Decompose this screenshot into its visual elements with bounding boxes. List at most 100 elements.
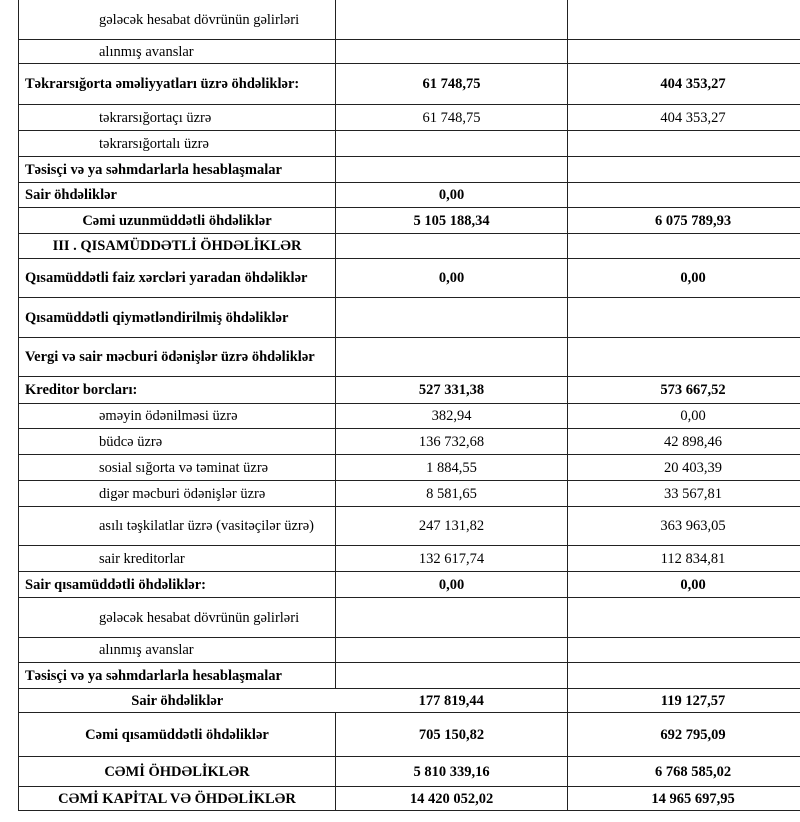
table-row: Sair öhdəliklər 0,00	[18, 182, 800, 208]
row-label: Vergi və sair məcburi ödənişlər üzrə öhd…	[18, 337, 336, 377]
value-previous: 363 963,05	[567, 506, 800, 546]
value-current: 0,00	[335, 258, 568, 298]
value-current: 8 581,65	[335, 480, 568, 507]
table-row: Sair öhdəliklər 177 819,44 119 127,57	[18, 688, 800, 713]
value-previous: 119 127,57	[567, 688, 800, 713]
table-row: digər məcburi ödənişlər üzrə 8 581,65 33 5…	[18, 480, 800, 507]
table-row: Təsisçi və ya səhmdarlarla hesablaşmalar	[18, 662, 800, 689]
row-label: gələcək hesabat dövrünün gəlirləri	[18, 597, 336, 638]
row-label: CƏMİ ÖHDƏLİKLƏR	[18, 756, 336, 787]
value-current: 527 331,38	[335, 376, 568, 404]
value-current: 705 150,82	[335, 712, 568, 757]
row-label: digər məcburi ödənişlər üzrə	[18, 480, 336, 507]
value-previous: 112 834,81	[567, 545, 800, 572]
value-current	[335, 130, 568, 157]
value-current: 14 420 052,02	[335, 786, 568, 811]
value-previous	[567, 597, 800, 638]
value-previous	[567, 637, 800, 663]
row-label: sosial sığorta və təminat üzrə	[18, 454, 336, 481]
value-current	[335, 39, 568, 64]
value-current: 5 810 339,16	[335, 756, 568, 787]
liabilities-table: gələcək hesabat dövrünün gəlirləri alınmı…	[18, 0, 800, 811]
value-current: 61 748,75	[335, 104, 568, 131]
value-previous	[567, 39, 800, 64]
value-current	[335, 662, 568, 689]
table-row: Kreditor borcları: 527 331,38 573 667,52	[18, 376, 800, 404]
value-current: 382,94	[335, 403, 568, 429]
row-label: Təsisçi və ya səhmdarlarla hesablaşmalar	[18, 156, 336, 183]
value-previous	[567, 337, 800, 377]
row-label: Sair öhdəliklər	[18, 182, 336, 208]
table-row: alınmış avanslar	[18, 39, 800, 64]
value-previous: 14 965 697,95	[567, 786, 800, 811]
table-row: gələcək hesabat dövrünün gəlirləri	[18, 597, 800, 638]
table-row: Təkrarsığorta əməliyyatları üzrə öhdəlik…	[18, 63, 800, 105]
value-current	[335, 597, 568, 638]
row-label: Cəmi qısamüddətli öhdəliklər	[18, 712, 336, 757]
value-current	[335, 0, 568, 40]
table-row: büdcə üzrə 136 732,68 42 898,46	[18, 428, 800, 455]
row-label: əməyin ödənilməsi üzrə	[18, 403, 336, 429]
value-previous: 33 567,81	[567, 480, 800, 507]
value-previous: 0,00	[567, 571, 800, 598]
table-row: CƏMİ ÖHDƏLİKLƏR 5 810 339,16 6 768 585,02	[18, 756, 800, 787]
table-row: Cəmi uzunmüddətli öhdəliklər 5 105 188,34…	[18, 207, 800, 234]
row-label: CƏMİ KAPİTAL VƏ ÖHDƏLİKLƏR	[18, 786, 336, 811]
row-label: Təsisçi və ya səhmdarlarla hesablaşmalar	[18, 662, 336, 689]
value-previous: 404 353,27	[567, 63, 800, 105]
row-label: təkrarsığortaçı üzrə	[18, 104, 336, 131]
table-row: gələcək hesabat dövrünün gəlirləri	[18, 0, 800, 40]
value-previous: 692 795,09	[567, 712, 800, 757]
value-current: 1 884,55	[335, 454, 568, 481]
row-label: sair kreditorlar	[18, 545, 336, 572]
value-current	[335, 297, 568, 338]
table-row: təkrarsığortaçı üzrə 61 748,75 404 353,27	[18, 104, 800, 131]
table-row: əməyin ödənilməsi üzrə 382,94 0,00	[18, 403, 800, 429]
table-row: Sair qısamüddətli öhdəliklər: 0,00 0,00	[18, 571, 800, 598]
row-label: III . QISAMÜDDƏTLİ ÖHDƏLİKLƏR	[18, 233, 336, 259]
row-label: gələcək hesabat dövrünün gəlirləri	[18, 0, 336, 40]
value-previous: 404 353,27	[567, 104, 800, 131]
value-current: 132 617,74	[335, 545, 568, 572]
row-label: büdcə üzrə	[18, 428, 336, 455]
value-previous: 6 768 585,02	[567, 756, 800, 787]
value-current: 0,00	[335, 182, 568, 208]
row-label: Təkrarsığorta əməliyyatları üzrə öhdəlik…	[18, 63, 336, 105]
row-label: Sair öhdəliklər	[18, 688, 336, 713]
value-current	[335, 156, 568, 183]
value-previous: 20 403,39	[567, 454, 800, 481]
table-row: Vergi və sair məcburi ödənişlər üzrə öhd…	[18, 337, 800, 377]
table-row: III . QISAMÜDDƏTLİ ÖHDƏLİKLƏR	[18, 233, 800, 259]
table-row: Cəmi qısamüddətli öhdəliklər 705 150,82 69…	[18, 712, 800, 757]
row-label: Qısamüddətli faiz xərcləri yaradan öhdəl…	[18, 258, 336, 298]
value-current: 136 732,68	[335, 428, 568, 455]
value-previous	[567, 156, 800, 183]
value-previous: 0,00	[567, 403, 800, 429]
table-row: CƏMİ KAPİTAL VƏ ÖHDƏLİKLƏR 14 420 052,02 1…	[18, 786, 800, 811]
value-current: 177 819,44	[335, 688, 568, 713]
row-label: alınmış avanslar	[18, 637, 336, 663]
row-label: Qısamüddətli qiymətləndirilmiş öhdəliklə…	[18, 297, 336, 338]
value-previous	[567, 182, 800, 208]
table-row: Təsisçi və ya səhmdarlarla hesablaşmalar	[18, 156, 800, 183]
value-current: 247 131,82	[335, 506, 568, 546]
value-previous	[567, 0, 800, 40]
value-previous: 0,00	[567, 258, 800, 298]
value-previous	[567, 130, 800, 157]
row-label: Kreditor borcları:	[18, 376, 336, 404]
value-current	[335, 337, 568, 377]
row-label: asılı təşkilatlar üzrə (vasitəçilər üzrə…	[18, 506, 336, 546]
table-row: Qısamüddətli qiymətləndirilmiş öhdəliklə…	[18, 297, 800, 338]
value-current: 61 748,75	[335, 63, 568, 105]
value-current: 5 105 188,34	[335, 207, 568, 234]
row-label: alınmış avanslar	[18, 39, 336, 64]
value-previous: 6 075 789,93	[567, 207, 800, 234]
value-previous: 42 898,46	[567, 428, 800, 455]
table-row: sair kreditorlar 132 617,74 112 834,81	[18, 545, 800, 572]
value-previous	[567, 233, 800, 259]
value-previous	[567, 297, 800, 338]
value-current	[335, 637, 568, 663]
table-row: Qısamüddətli faiz xərcləri yaradan öhdəl…	[18, 258, 800, 298]
row-label: Sair qısamüddətli öhdəliklər:	[18, 571, 336, 598]
value-current	[335, 233, 568, 259]
